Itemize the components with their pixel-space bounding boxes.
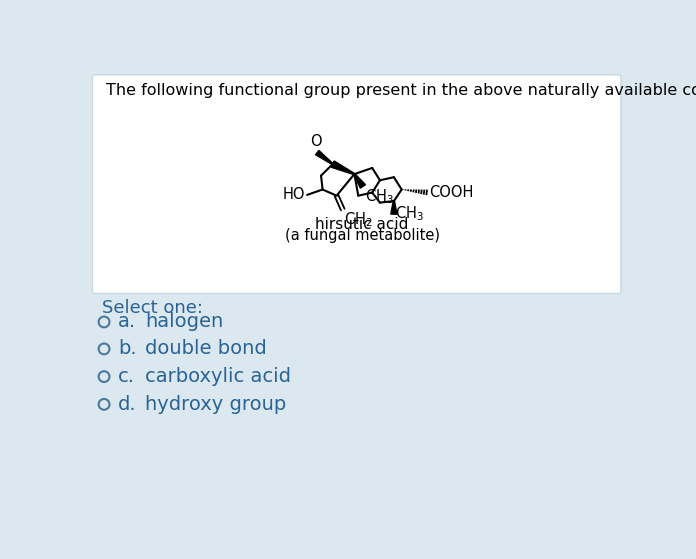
Text: HO: HO: [283, 187, 306, 202]
Text: (a fungal metabolite): (a fungal metabolite): [285, 228, 440, 243]
Text: Select one:: Select one:: [102, 299, 203, 317]
Polygon shape: [390, 201, 397, 214]
Text: b.: b.: [118, 339, 136, 358]
FancyBboxPatch shape: [93, 75, 621, 293]
Text: a.: a.: [118, 312, 136, 331]
Polygon shape: [354, 174, 365, 188]
Text: carboxylic acid: carboxylic acid: [145, 367, 291, 386]
Text: hirsutic acid: hirsutic acid: [315, 217, 409, 231]
Text: CH$_3$: CH$_3$: [395, 204, 425, 222]
Text: O: O: [310, 135, 322, 149]
Text: hydroxy group: hydroxy group: [145, 395, 286, 414]
Polygon shape: [331, 161, 355, 174]
Text: d.: d.: [118, 395, 136, 414]
Text: c.: c.: [118, 367, 135, 386]
Polygon shape: [315, 150, 333, 164]
Text: double bond: double bond: [145, 339, 267, 358]
Text: CH$_2$: CH$_2$: [345, 210, 373, 229]
Text: CH$_3$: CH$_3$: [365, 187, 394, 206]
Text: The following functional group present in the above naturally available compound: The following functional group present i…: [106, 83, 696, 98]
Text: COOH: COOH: [429, 185, 474, 200]
Text: halogen: halogen: [145, 312, 223, 331]
